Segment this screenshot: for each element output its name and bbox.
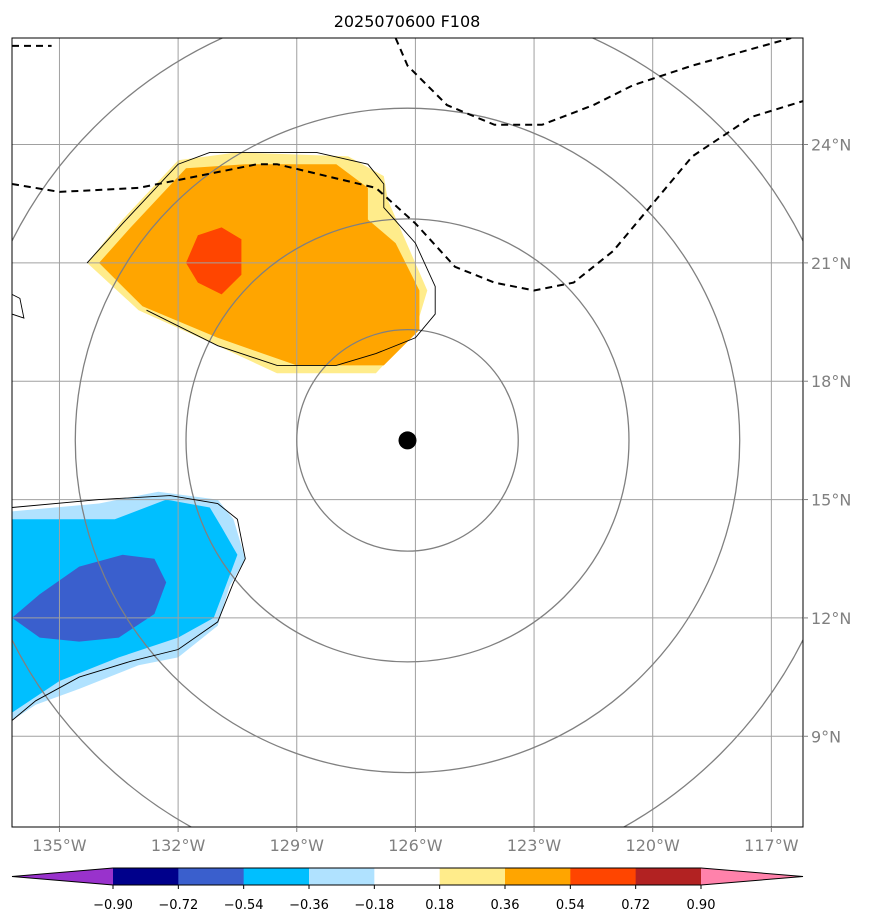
colorbar-segment (113, 868, 179, 885)
colorbar-segment (309, 868, 375, 885)
y-axis-ticks: 24°N 21°N 18°N 15°N 12°N 9°N (803, 136, 851, 746)
x-tick-label: 123°W (507, 836, 562, 855)
x-tick-label: 132°W (151, 836, 206, 855)
range-rings (12, 38, 803, 827)
plot-frame (11, 37, 804, 828)
colorbar-segment (374, 868, 441, 885)
colorbar-extend-high (701, 868, 803, 885)
colorbar-tick-label: −0.54 (224, 898, 264, 913)
colorbar-segment (439, 868, 506, 885)
y-tick-label: 12°N (811, 609, 851, 628)
dashed-contours (12, 38, 803, 292)
range-ring (296, 329, 519, 552)
colorbar-tick-label: 0.36 (491, 898, 520, 913)
x-tick-label: 135°W (32, 836, 87, 855)
dashed-contour (12, 100, 803, 292)
y-tick-label: 21°N (811, 254, 851, 273)
colorbar-tick-label: 0.18 (425, 898, 454, 913)
anomaly-fills (12, 152, 428, 721)
colorbar-segment (570, 868, 637, 885)
colorbar-tick-label: −0.72 (158, 898, 198, 913)
anomaly-region (186, 227, 242, 295)
y-tick-label: 18°N (811, 372, 851, 391)
dashed-contour (394, 38, 792, 126)
x-tick-label: 120°W (626, 836, 681, 855)
colorbar-segment (635, 868, 702, 885)
colorbar-tick-label: 0.54 (556, 898, 585, 913)
x-tick-label: 117°W (744, 836, 799, 855)
colorbar-extend-low (12, 868, 113, 885)
colorbar: −0.90 −0.72 −0.54 −0.36 −0.18 0.18 0.36 0.54 0.7… (11, 867, 804, 913)
solid-contours (12, 151, 436, 721)
colorbar-segment (178, 868, 245, 885)
colorbar-tick-label: 0.72 (621, 898, 650, 913)
colorbar-tick-label: 0.90 (687, 898, 716, 913)
colorbar-tick-label: −0.90 (93, 898, 133, 913)
range-ring (12, 38, 803, 827)
colorbar-tick-label: −0.36 (289, 898, 329, 913)
range-ring (74, 107, 741, 774)
x-tick-label: 129°W (270, 836, 325, 855)
chart-title: 2025070600 F108 (334, 12, 481, 31)
colorbar-segment (505, 868, 571, 885)
plot-area (12, 38, 803, 827)
x-axis-ticks: 135°W 132°W 129°W 126°W 123°W 120°W 117°W (32, 827, 799, 855)
y-tick-label: 9°N (811, 727, 841, 746)
y-tick-label: 15°N (811, 491, 851, 510)
anomaly-region (99, 164, 420, 366)
solid-contour (86, 151, 436, 366)
solid-contour (12, 293, 25, 319)
solid-contour (12, 495, 246, 721)
y-tick-label: 24°N (811, 136, 851, 155)
range-ring (185, 218, 630, 663)
storm-center-marker (398, 431, 417, 450)
x-tick-label: 126°W (388, 836, 443, 855)
colorbar-tick-label: −0.18 (354, 898, 394, 913)
colorbar-segment (243, 868, 310, 885)
